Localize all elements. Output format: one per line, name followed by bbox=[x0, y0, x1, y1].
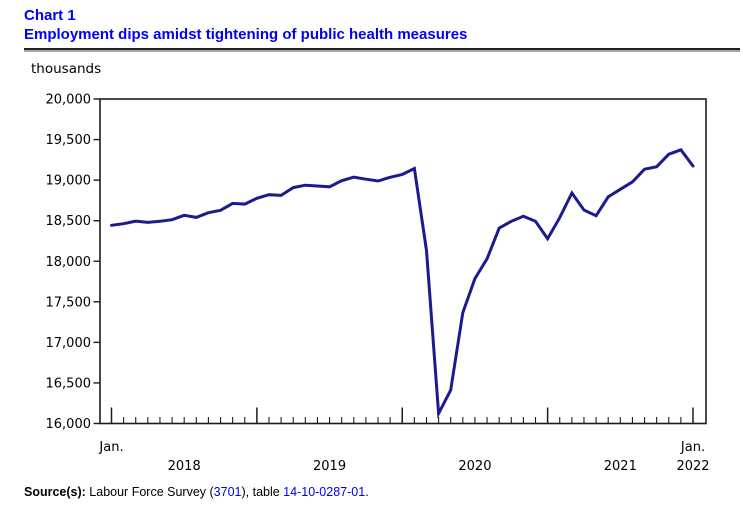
x-axis-year-label: 2019 bbox=[313, 459, 346, 474]
y-axis-tick-label: 20,000 bbox=[46, 93, 92, 108]
y-axis-tick-label: 18,000 bbox=[46, 255, 92, 270]
y-axis-tick-label: 19,500 bbox=[46, 133, 92, 148]
y-axis-tick-label: 17,000 bbox=[46, 336, 92, 351]
y-axis-tick-label: 16,000 bbox=[46, 417, 92, 432]
y-axis-tick-label: 18,500 bbox=[46, 214, 92, 229]
y-axis-tick-label: 16,500 bbox=[46, 376, 92, 391]
y-axis-tick-label: 17,500 bbox=[46, 295, 92, 310]
table-link[interactable]: 14-10-0287-01 bbox=[283, 485, 366, 499]
x-axis-first-month-label: Jan. bbox=[98, 440, 123, 455]
plot-border bbox=[99, 98, 707, 425]
source-text-3: . bbox=[365, 485, 369, 499]
chart-header: Chart 1 Employment dips amidst tightenin… bbox=[24, 6, 724, 44]
source-label: Source(s): bbox=[24, 485, 86, 499]
page-title: Employment dips amidst tightening of pub… bbox=[24, 26, 468, 43]
x-axis-year-label: 2021 bbox=[604, 459, 637, 474]
employment-series-line bbox=[110, 148, 695, 419]
x-axis-year-label: 2018 bbox=[168, 459, 201, 474]
survey-link[interactable]: 3701 bbox=[213, 485, 242, 499]
title-divider bbox=[24, 48, 740, 50]
y-axis-tick-label: 19,000 bbox=[46, 174, 92, 189]
x-axis-last-month-label: Jan. bbox=[680, 440, 705, 455]
employment-line-chart: 20,000 19,500 19,000 18,500 18,000 17,500 17,0… bbox=[46, 93, 710, 475]
x-axis-year-label: 2020 bbox=[458, 459, 491, 474]
chart-number: Chart 1 bbox=[24, 7, 76, 24]
source-note: Source(s): Labour Force Survey (3701), t… bbox=[24, 485, 734, 499]
source-text-1: Labour Force Survey ( bbox=[85, 485, 214, 499]
source-text-2: ), table bbox=[241, 485, 284, 499]
x-axis-year-label: 2022 bbox=[676, 459, 709, 474]
y-axis-unit-label: thousands bbox=[31, 61, 102, 77]
